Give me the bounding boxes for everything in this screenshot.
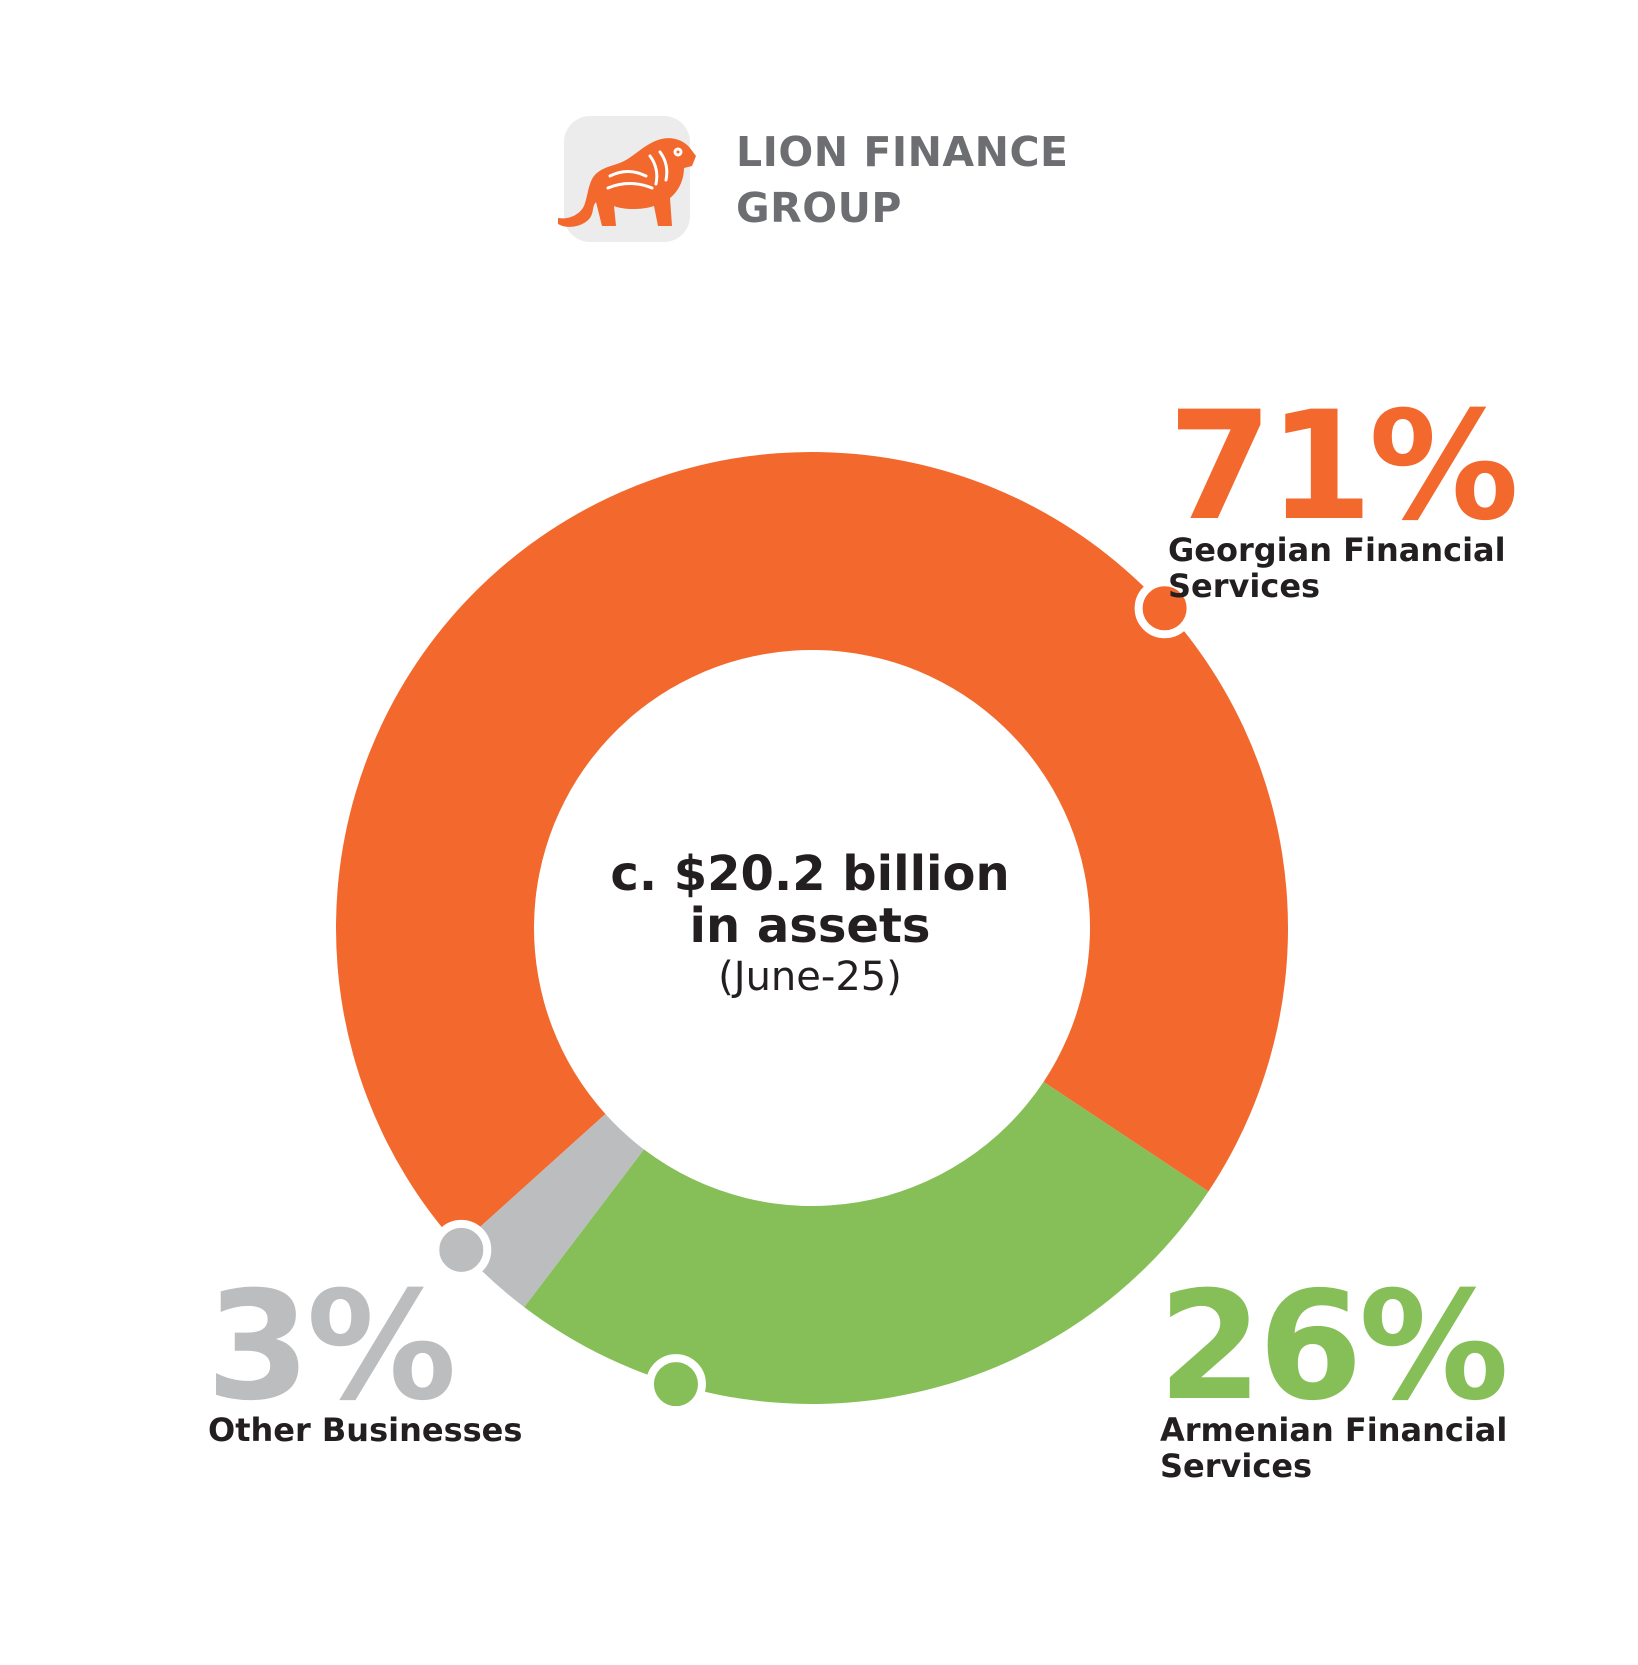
brand-name-line1: LION FINANCE	[736, 128, 1069, 176]
center-label-line2: in assets	[689, 898, 931, 954]
other-slice	[458, 1114, 644, 1308]
logo	[558, 116, 696, 242]
center-label-line1: c. $20.2 billion	[610, 846, 1010, 902]
armenian-label-line1: Armenian Financial	[1160, 1411, 1508, 1449]
brand-name: LION FINANCE GROUP	[736, 124, 1069, 236]
georgian-percentage: 71%	[1168, 380, 1519, 554]
armenian-percentage: 26%	[1158, 1260, 1509, 1434]
other-label-line1: Other Businesses	[208, 1411, 523, 1449]
georgian-label-line1: Georgian Financial	[1168, 531, 1506, 569]
center-label: c. $20.2 billion in assets (June-25)	[560, 848, 1060, 1002]
lion-icon	[558, 138, 696, 227]
brand-header: LION FINANCE GROUP	[556, 114, 1096, 244]
georgian-label-line2: Services	[1168, 567, 1321, 605]
other-label: Other Businesses	[208, 1412, 522, 1448]
georgian-slice	[336, 452, 1289, 1247]
georgian-marker	[1134, 578, 1195, 639]
armenian-marker	[645, 1354, 706, 1415]
other-marker	[431, 1219, 492, 1280]
armenian-label: Armenian Financial Services	[1160, 1412, 1507, 1484]
center-label-date: (June-25)	[718, 954, 902, 1000]
georgian-label: Georgian Financial Services	[1168, 532, 1506, 604]
armenian-label-line2: Services	[1160, 1447, 1313, 1485]
other-percentage: 3%	[206, 1260, 457, 1434]
brand-name-line2: GROUP	[736, 184, 902, 232]
armenian-slice	[524, 1081, 1209, 1404]
